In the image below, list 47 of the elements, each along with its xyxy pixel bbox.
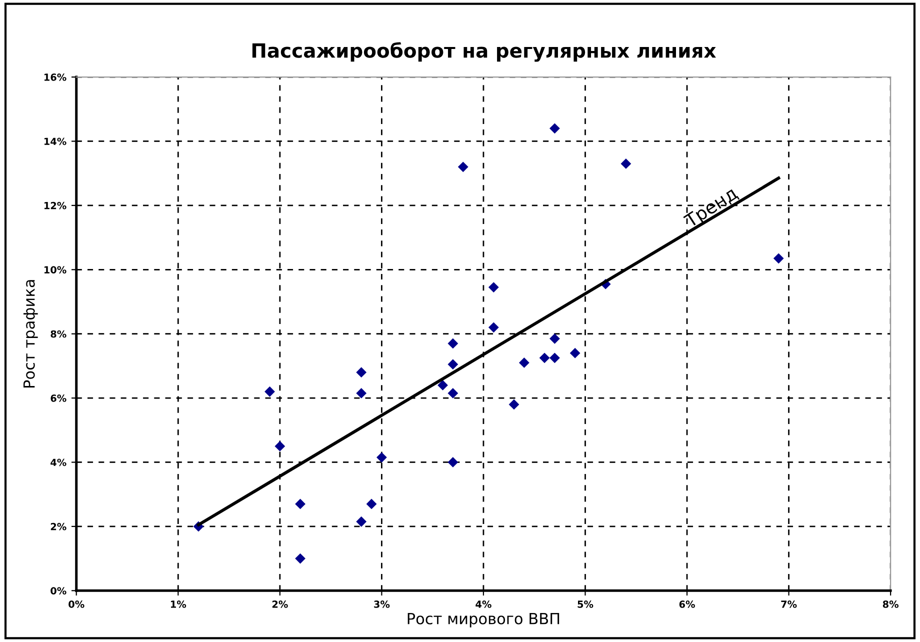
x-tick-label: 4% (476, 600, 492, 608)
point (550, 333, 560, 344)
point (488, 322, 499, 333)
point (448, 388, 458, 398)
y-tick-label: 12% (44, 202, 66, 210)
point (550, 123, 560, 134)
x-tick-label: 7% (781, 600, 797, 608)
point (356, 516, 367, 527)
point (539, 352, 550, 364)
point (488, 282, 499, 292)
point (773, 253, 784, 264)
point (264, 386, 275, 397)
point (295, 553, 306, 564)
point (376, 452, 387, 463)
y-tick-label: 8% (50, 330, 66, 338)
y-tick-label: 10% (44, 266, 66, 274)
point (550, 352, 560, 364)
point (508, 399, 520, 410)
point (448, 359, 458, 370)
point (274, 440, 286, 452)
y-tick-label: 2% (50, 522, 66, 530)
point (458, 162, 468, 172)
point (620, 158, 632, 169)
y-tick-label: 14% (44, 138, 66, 146)
point (366, 498, 377, 510)
y-tick-label: 16% (44, 74, 66, 81)
y-tick-label: 6% (50, 394, 66, 402)
point (570, 348, 580, 358)
y-tick-label: 0% (50, 587, 66, 594)
point (295, 498, 306, 510)
x-tick-label: 6% (679, 600, 695, 608)
x-tick-label: 0% (68, 600, 84, 608)
x-tick-label: 1% (170, 600, 186, 608)
y-tick-label: 4% (50, 458, 66, 466)
chart-title: Пассажирооборот на регулярных линиях (252, 42, 716, 62)
point (356, 388, 367, 398)
point (448, 338, 458, 349)
point (356, 367, 367, 378)
x-tick-label: 2% (272, 600, 288, 608)
x-tick-label: 3% (374, 600, 390, 608)
x-tick-label: 5% (578, 600, 594, 608)
x-tick-label: 8% (882, 600, 899, 608)
point (448, 457, 458, 468)
point (438, 380, 448, 390)
point (518, 358, 530, 368)
y-axis-title: Рост трафика (23, 280, 38, 388)
x-axis-title: Рост мирового ВВП (408, 613, 560, 628)
